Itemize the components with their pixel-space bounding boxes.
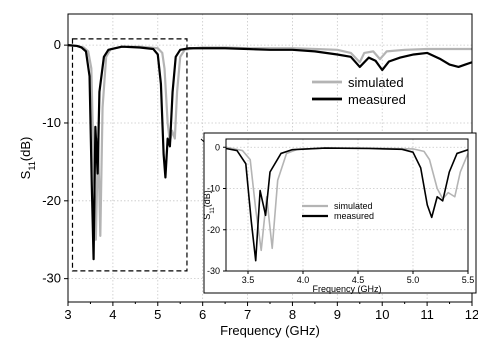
inset-legend-label-measured: measured (334, 211, 374, 221)
main-legend: simulated measured (312, 75, 406, 107)
inset-series-measured-line (225, 147, 469, 262)
inset-axes (225, 138, 469, 272)
main-xtick-label: 5 (154, 307, 161, 322)
main-xtick-label: 12 (465, 307, 478, 322)
inset-plot: 3.5 4.0 4.5 5.0 5.5 0 -10 -20 -30 Frequency (GHz)… (202, 132, 477, 294)
main-legend-label-simulated: simulated (348, 75, 404, 90)
inset-grid (226, 139, 468, 271)
main-ytick-label: -20 (42, 193, 61, 208)
inset-ylabel: S11(dB) (202, 190, 216, 220)
main-xtick-label: 10 (375, 307, 389, 322)
inset-ytick-label: -20 (207, 225, 220, 235)
main-ytick-label: -10 (42, 115, 61, 130)
main-ytick-label: -30 (42, 271, 61, 286)
inset-xtick-label: 4.0 (297, 275, 310, 285)
inset-xtick-label: 5.0 (407, 275, 420, 285)
main-ylabel: S11(dB) (18, 137, 37, 180)
inset-ytick-label: 0 (215, 142, 220, 152)
main-xtick-label: 3 (64, 307, 71, 322)
main-xtick-label: 9 (334, 307, 341, 322)
main-xtick-label: 6 (199, 307, 206, 322)
main-series-measured-line (67, 44, 473, 261)
main-xtick-label: 4 (109, 307, 116, 322)
inset-xtick-label: 5.5 (462, 275, 475, 285)
main-xlabel: Frequency (GHz) (220, 323, 320, 338)
inset-xtick-label: 4.5 (352, 275, 365, 285)
main-series-simulated-line (67, 44, 472, 241)
inset-ytick-label: -10 (207, 184, 220, 194)
inset-legend-label-simulated: simulated (334, 201, 373, 211)
inset-ytick-label: -30 (207, 266, 220, 276)
zoom-region-box (71, 38, 188, 272)
main-xtick-label: 8 (289, 307, 296, 322)
main-legend-label-measured: measured (348, 92, 406, 107)
main-xtick-label: 11 (420, 307, 434, 322)
inset-xlabel: Frequency (GHz) (312, 284, 381, 294)
main-ytick-label: 0 (54, 37, 61, 52)
main-xtick-label: 7 (244, 307, 251, 322)
inset-xtick-label: 3.5 (242, 275, 255, 285)
